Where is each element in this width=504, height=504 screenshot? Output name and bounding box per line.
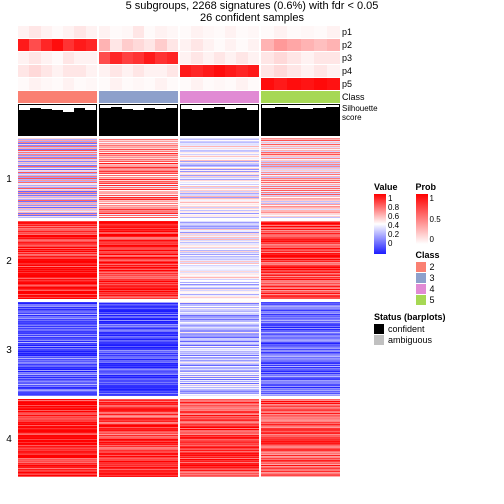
- row-group-labels: 1234: [0, 26, 18, 480]
- legend-column: Value 10.80.60.40.20 Prob 10.50 Class 23…: [366, 26, 496, 480]
- chart-title: 5 subgroups, 2268 signatures (0.6%) with…: [0, 0, 504, 12]
- annotation-labels: p1p2p3p4p5ClassSilhouette score: [340, 26, 366, 480]
- legend-status-title: Status (barplots): [374, 312, 496, 322]
- value-colorbar: [374, 194, 386, 254]
- chart-subtitle: 26 confident samples: [0, 12, 504, 24]
- prob-colorbar: [416, 194, 428, 244]
- heatmap-block: [18, 138, 340, 477]
- legend-class-title: Class: [416, 250, 440, 260]
- annotation-block: [18, 26, 340, 90]
- legend-prob-title: Prob: [416, 182, 440, 192]
- legend-value-title: Value: [374, 182, 398, 192]
- silhouette-row: [18, 104, 340, 136]
- class-row: [18, 91, 340, 103]
